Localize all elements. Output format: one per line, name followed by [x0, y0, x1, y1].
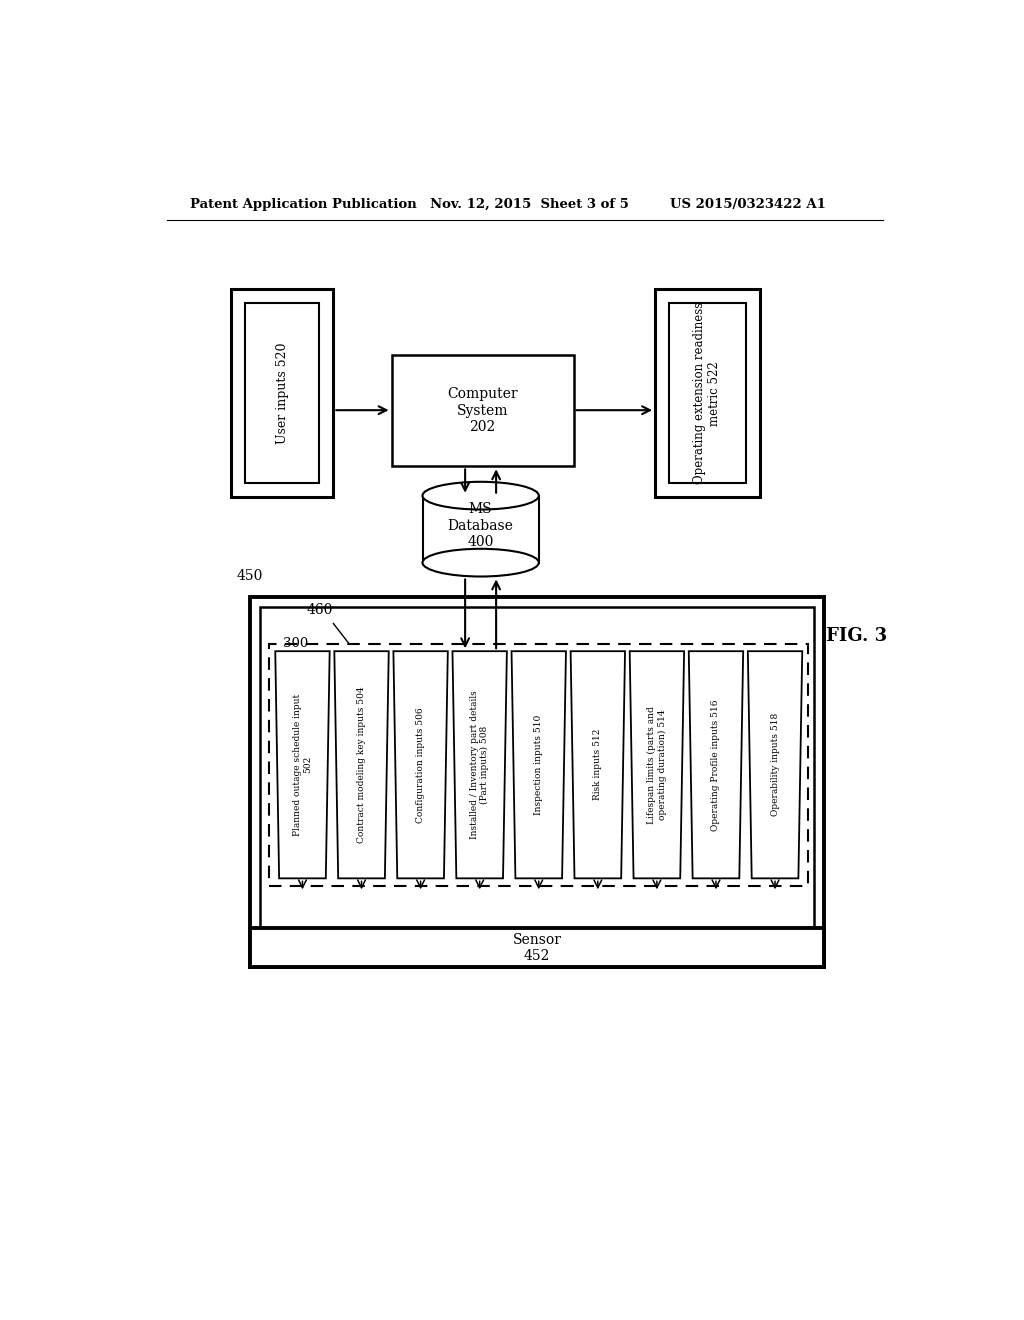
Polygon shape — [630, 651, 684, 878]
Text: Sensor
452: Sensor 452 — [513, 932, 562, 962]
Ellipse shape — [423, 549, 539, 577]
Text: FIG. 3: FIG. 3 — [826, 627, 887, 644]
Text: Inspection inputs 510: Inspection inputs 510 — [535, 714, 544, 814]
Bar — [251, 928, 824, 966]
Text: Risk inputs 512: Risk inputs 512 — [593, 729, 602, 800]
Polygon shape — [512, 651, 566, 878]
Text: Operability inputs 518: Operability inputs 518 — [770, 713, 779, 816]
Bar — [231, 289, 334, 498]
Text: Patent Application Publication: Patent Application Publication — [190, 198, 417, 211]
Bar — [669, 304, 745, 483]
Text: User inputs 520: User inputs 520 — [275, 342, 289, 444]
Bar — [245, 304, 319, 483]
Polygon shape — [393, 651, 447, 878]
Polygon shape — [748, 651, 802, 878]
Polygon shape — [334, 651, 389, 878]
Text: Lifespan limits (parts and
operating duration) 514: Lifespan limits (parts and operating dur… — [647, 706, 667, 824]
Ellipse shape — [423, 482, 539, 510]
Bar — [269, 644, 809, 886]
Polygon shape — [570, 651, 625, 878]
Text: Installed / Inventory part details
(Part inputs) 508: Installed / Inventory part details (Part… — [470, 690, 489, 840]
Bar — [391, 355, 573, 466]
Bar — [423, 496, 539, 562]
Text: MS
Database
400: MS Database 400 — [447, 503, 514, 549]
Text: 300: 300 — [283, 638, 308, 651]
Bar — [251, 597, 824, 966]
Text: 460: 460 — [306, 602, 333, 616]
Text: Planned outage schedule input
502: Planned outage schedule input 502 — [293, 693, 312, 836]
Text: Computer
System
202: Computer System 202 — [447, 387, 518, 434]
Text: Contract modeling key inputs 504: Contract modeling key inputs 504 — [357, 686, 366, 843]
Text: Operating extension readiness
metric 522: Operating extension readiness metric 522 — [693, 302, 721, 484]
Text: 450: 450 — [237, 569, 263, 583]
Text: Nov. 12, 2015  Sheet 3 of 5: Nov. 12, 2015 Sheet 3 of 5 — [430, 198, 629, 211]
Polygon shape — [453, 651, 507, 878]
Text: US 2015/0323422 A1: US 2015/0323422 A1 — [671, 198, 826, 211]
Bar — [260, 607, 814, 958]
Bar — [655, 289, 760, 498]
Polygon shape — [689, 651, 743, 878]
Polygon shape — [275, 651, 330, 878]
Text: Configuration inputs 506: Configuration inputs 506 — [416, 708, 425, 822]
Text: Operating Profile inputs 516: Operating Profile inputs 516 — [712, 700, 721, 830]
